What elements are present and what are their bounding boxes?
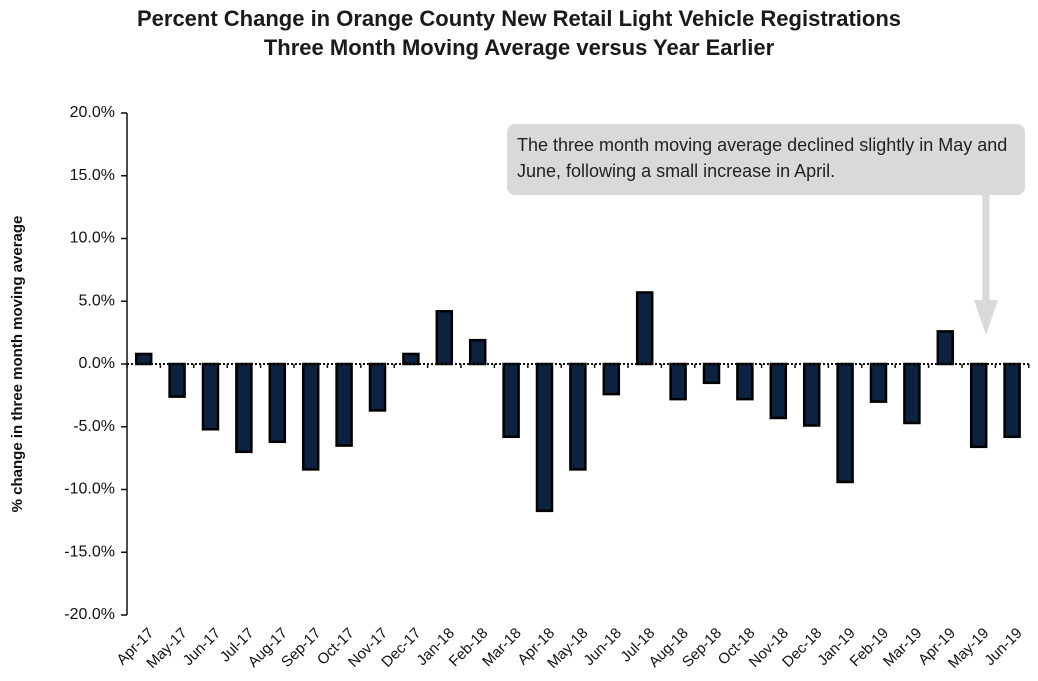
bar: [569, 362, 587, 471]
annotation: The three month moving average declined …: [507, 124, 1025, 195]
bar: [268, 362, 287, 444]
y-axis-label: % change in three month moving average: [9, 216, 26, 513]
annotation-arrowhead: [974, 300, 998, 335]
bar: [301, 362, 320, 471]
bar: [402, 352, 420, 366]
x-tick-label: Jun-19: [981, 625, 1025, 669]
bar: [201, 362, 220, 431]
bar: [969, 362, 988, 449]
bar: [869, 362, 888, 403]
bar: [134, 352, 153, 366]
bar: [168, 362, 186, 398]
bar: [435, 310, 454, 366]
y-tick-label: 20.0%: [70, 104, 115, 121]
chart-title: Percent Change in Orange County New Reta…: [137, 6, 901, 31]
bar: [468, 338, 487, 366]
bar: [903, 362, 921, 425]
bar: [669, 362, 687, 401]
bar: [235, 362, 253, 454]
y-tick-label: -20.0%: [64, 606, 115, 623]
bar: [368, 362, 387, 412]
y-tick-label: -10.0%: [64, 481, 115, 498]
bar: [736, 362, 754, 401]
y-tick-label: 0.0%: [79, 355, 115, 372]
y-tick-label: 15.0%: [70, 167, 115, 184]
bar: [936, 330, 955, 366]
chart-subtitle: Three Month Moving Average versus Year E…: [264, 35, 775, 60]
bar: [635, 291, 654, 366]
x-tick-label: Jun-18: [580, 625, 624, 669]
y-tick-label: -15.0%: [64, 543, 115, 560]
bar: [802, 362, 821, 427]
y-tick-label: -5.0%: [73, 418, 115, 435]
x-tick-label: Jun-17: [180, 625, 224, 669]
bar: [535, 362, 554, 513]
bar: [702, 362, 721, 385]
bar: [602, 362, 621, 396]
bar: [836, 362, 854, 484]
bar: [502, 362, 520, 439]
bar: [769, 362, 788, 420]
bar: [335, 362, 353, 447]
bar: [1003, 362, 1021, 439]
y-tick-label: 10.0%: [70, 230, 115, 247]
y-tick-label: 5.0%: [79, 292, 115, 309]
